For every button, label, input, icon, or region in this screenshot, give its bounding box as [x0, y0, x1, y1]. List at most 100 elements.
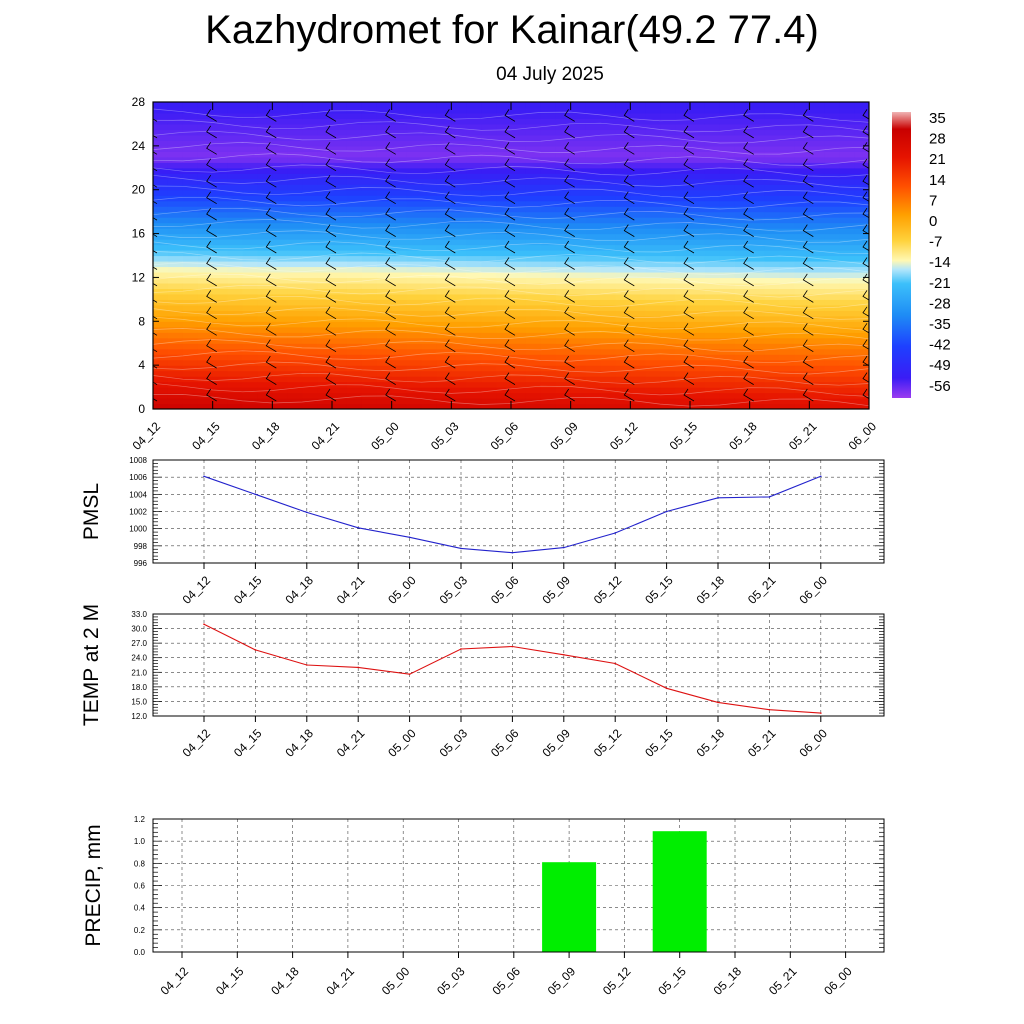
heatmap-cell [555, 315, 572, 322]
heatmap-cell [242, 129, 259, 136]
heatmap-x-tick-label: 05_12 [607, 419, 641, 453]
heatmap-cell [317, 310, 333, 317]
heatmap-cell [764, 189, 781, 196]
heatmap-cell [749, 112, 766, 120]
heatmap-cell [839, 112, 855, 120]
heatmap-cell [690, 233, 706, 240]
heatmap-cell [346, 112, 363, 120]
heatmap-cell [332, 140, 348, 147]
heatmap-cell [525, 244, 542, 251]
heatmap-cell [511, 266, 527, 273]
heatmap-cell [302, 162, 318, 169]
heatmap-cell [182, 217, 199, 224]
heatmap-cell [182, 140, 199, 147]
heatmap-cell [839, 359, 855, 366]
heatmap-cell [227, 260, 244, 268]
heatmap-cell [749, 151, 766, 158]
heatmap-cell [839, 162, 855, 169]
heatmap-cell [391, 321, 408, 328]
heatmap-cell [854, 310, 869, 317]
heatmap-cell [451, 370, 467, 377]
heatmap-cell [660, 359, 676, 366]
heatmap-cell [704, 211, 721, 218]
heatmap-cell [496, 167, 512, 174]
heatmap-cell [570, 173, 587, 180]
heatmap-cell [660, 134, 676, 141]
heatmap-cell [242, 326, 259, 333]
heatmap-cell [212, 167, 229, 174]
heatmap-cell [839, 337, 855, 344]
heatmap-cell [466, 387, 482, 394]
heatmap-cell [272, 217, 288, 224]
heatmap-cell [317, 211, 333, 218]
heatmap-cell [764, 102, 781, 109]
heatmap-cell [481, 184, 497, 191]
heatmap-cell [645, 332, 661, 339]
heatmap-cell [182, 255, 199, 262]
heatmap-cell [167, 107, 184, 114]
heatmap-cell [794, 195, 810, 202]
heatmap-cell [555, 211, 572, 218]
heatmap-cell [496, 299, 512, 306]
heatmap-cell [660, 392, 676, 399]
heatmap-cell [287, 343, 303, 350]
heatmap-cell [361, 376, 378, 383]
heatmap-cell [824, 102, 840, 109]
heatmap-cell [600, 145, 617, 152]
heatmap-cell [764, 217, 781, 224]
heatmap-cell [540, 376, 557, 383]
heatmap-cell [824, 398, 840, 405]
heatmap-cell [764, 112, 781, 120]
heatmap-cell [317, 354, 333, 361]
heatmap-cell [436, 228, 452, 235]
heatmap-cell [749, 266, 766, 273]
heatmap-cell [660, 102, 676, 109]
heatmap-cell [854, 293, 869, 300]
heatmap-cell [302, 173, 318, 180]
heatmap-cell [585, 151, 602, 158]
heatmap-cell [167, 381, 184, 388]
heatmap-cell [153, 134, 169, 141]
heatmap-cell [391, 123, 408, 131]
wind-barb [325, 174, 337, 188]
heatmap-cell [197, 189, 214, 196]
heatmap-cell [585, 200, 602, 207]
heatmap-cell [570, 403, 587, 409]
heatmap-cell [332, 271, 348, 279]
wind-barb [802, 306, 814, 320]
heatmap-cell [436, 365, 452, 372]
heatmap-cell [630, 392, 646, 399]
heatmap-cell [704, 392, 721, 399]
heatmap-cell [481, 118, 497, 125]
heatmap-cell [525, 310, 542, 317]
heatmap-cell [824, 277, 840, 284]
heatmap-cell [734, 277, 751, 284]
heatmap-cell [317, 299, 333, 306]
heatmap-cell [287, 277, 303, 284]
heatmap-cell [406, 222, 423, 229]
heatmap-cell [153, 271, 169, 279]
heatmap-cell [764, 140, 781, 147]
heatmap-cell [525, 233, 542, 240]
heatmap-cell [630, 403, 646, 409]
heatmap-cell [406, 195, 423, 202]
heatmap-cell [317, 189, 333, 196]
heatmap-cell [361, 266, 378, 273]
heatmap-cell [675, 398, 691, 405]
wind-barb [862, 125, 869, 136]
heatmap-cell [332, 293, 348, 300]
heatmap-cell [272, 134, 288, 141]
heatmap-cell [242, 162, 259, 169]
heatmap-cell [421, 167, 438, 174]
heatmap-cell [794, 173, 810, 180]
heatmap-cell [824, 370, 840, 377]
heatmap-cell [153, 260, 169, 268]
heatmap-cell [839, 299, 855, 306]
heatmap-cell [197, 310, 214, 317]
heatmap-cell [511, 343, 527, 350]
heatmap-cell [690, 326, 706, 333]
heatmap-cell [690, 123, 706, 131]
heatmap-cell [794, 211, 810, 218]
heatmap-cell [675, 359, 691, 366]
heatmap-cell [376, 392, 393, 399]
